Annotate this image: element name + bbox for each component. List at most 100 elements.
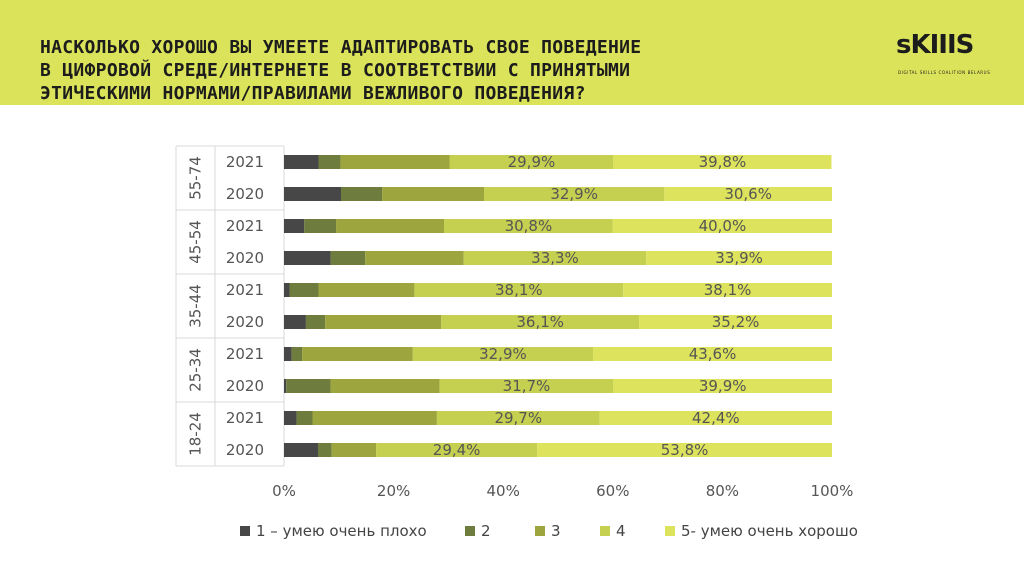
legend-label: 4 (616, 522, 626, 540)
legend-label: 1 – умею очень плохо (256, 522, 427, 540)
data-label: 32,9% (479, 345, 527, 363)
bar-segment (302, 347, 413, 361)
title-line-1: НАСКОЛЬКО ХОРОШО ВЫ УМЕЕТЕ АДАПТИРОВАТЬ … (40, 37, 642, 58)
bar-segment (330, 379, 440, 393)
bar-segment (336, 219, 445, 233)
bar-segment (436, 411, 600, 425)
bar-segment (305, 315, 326, 329)
bar-segment (318, 155, 341, 169)
bar-segment (382, 187, 485, 201)
age-group-label: 45-54 (187, 220, 205, 264)
year-label: 2021 (226, 217, 264, 235)
bar-segment (439, 379, 614, 393)
bar-segment (599, 411, 832, 425)
header-banner (0, 0, 1024, 105)
bar-segment (623, 283, 832, 297)
bar-segment (284, 155, 319, 169)
data-label: 39,8% (699, 153, 747, 171)
x-tick-label: 60% (596, 482, 629, 500)
legend-swatch (665, 526, 675, 536)
year-label: 2020 (226, 313, 264, 331)
bar-segment (284, 315, 306, 329)
legend-item: 1 – умею очень плохо (240, 522, 427, 540)
bar-segment (365, 251, 464, 265)
data-label: 35,2% (712, 313, 760, 331)
bar-segment (291, 347, 303, 361)
data-label: 33,9% (715, 249, 763, 267)
bar-segment (484, 187, 665, 201)
legend-swatch (240, 526, 250, 536)
legend-label: 2 (481, 522, 491, 540)
data-label: 42,4% (692, 409, 740, 427)
legend-label: 5- умею очень хорошо (681, 522, 858, 540)
data-label: 32,9% (550, 185, 598, 203)
legend-item: 4 (600, 522, 626, 540)
bar-segment (331, 443, 377, 457)
bar-segment (304, 219, 337, 233)
year-label: 2021 (226, 281, 264, 299)
data-label: 30,8% (505, 217, 553, 235)
bar-segment (340, 155, 450, 169)
data-label: 29,7% (494, 409, 542, 427)
bar-segment (449, 155, 614, 169)
data-label: 30,6% (724, 185, 772, 203)
bar-segment (284, 443, 318, 457)
age-group-label: 18-24 (187, 412, 205, 456)
x-tick-label: 20% (377, 482, 410, 500)
year-label: 2020 (226, 185, 264, 203)
x-tick-label: 40% (487, 482, 520, 500)
data-label: 39,9% (699, 377, 747, 395)
bar-segment (286, 379, 331, 393)
legend-item: 3 (535, 522, 561, 540)
bar-segment (613, 379, 832, 393)
x-tick-label: 0% (272, 482, 296, 500)
title-line-2: В ЦИФРОВОЙ СРЕДЕ/ИНТЕРНЕТЕ В СООТВЕТСТВИ… (40, 60, 631, 81)
bar-segment (284, 411, 297, 425)
data-label: 38,1% (704, 281, 752, 299)
bar-segment (639, 315, 832, 329)
legend-swatch (535, 526, 545, 536)
year-label: 2020 (226, 249, 264, 267)
bar-segment (537, 443, 832, 457)
bar-segment (330, 251, 366, 265)
year-label: 2021 (226, 345, 264, 363)
bar-segment (444, 219, 613, 233)
age-group-label: 35-44 (187, 284, 205, 328)
legend-item: 5- умею очень хорошо (665, 522, 858, 540)
bar-segment (612, 219, 832, 233)
logo-tagline: DIGITAL SKILLS COALITION BELARUS (898, 70, 991, 75)
bar-segment (463, 251, 647, 265)
bar-segment (284, 251, 331, 265)
bar-segment (441, 315, 640, 329)
data-label: 33,3% (531, 249, 579, 267)
data-label: 36,1% (516, 313, 564, 331)
data-label: 53,8% (661, 441, 709, 459)
bar-segment (412, 347, 594, 361)
skills-logo: sKIIIS DIGITAL SKILLS COALITION BELARUS (896, 30, 992, 75)
bar-segment (593, 347, 832, 361)
year-label: 2020 (226, 441, 264, 459)
age-group-label: 55-74 (187, 156, 205, 200)
year-label: 2020 (226, 377, 264, 395)
bar-segment (284, 219, 305, 233)
chart-title: НАСКОЛЬКО ХОРОШО ВЫ УМЕЕТЕ АДАПТИРОВАТЬ … (40, 36, 800, 105)
bar-segment (325, 315, 442, 329)
bar-segment (340, 187, 383, 201)
year-label: 2021 (226, 153, 264, 171)
bar-segment (664, 187, 832, 201)
bar-segment (284, 379, 287, 393)
year-label: 2021 (226, 409, 264, 427)
bar-segment (284, 283, 290, 297)
x-tick-label: 100% (811, 482, 854, 500)
bar-segment (414, 283, 624, 297)
data-label: 31,7% (503, 377, 551, 395)
bar-segment (284, 347, 292, 361)
bar-segment (646, 251, 832, 265)
data-label: 43,6% (689, 345, 737, 363)
bar-segment (284, 187, 341, 201)
legend-item: 2 (465, 522, 491, 540)
chart-legend: 1 – умею очень плохо 2 3 4 5- умею очень хор… (200, 522, 900, 542)
bar-segment (296, 411, 313, 425)
bar-segment (289, 283, 319, 297)
